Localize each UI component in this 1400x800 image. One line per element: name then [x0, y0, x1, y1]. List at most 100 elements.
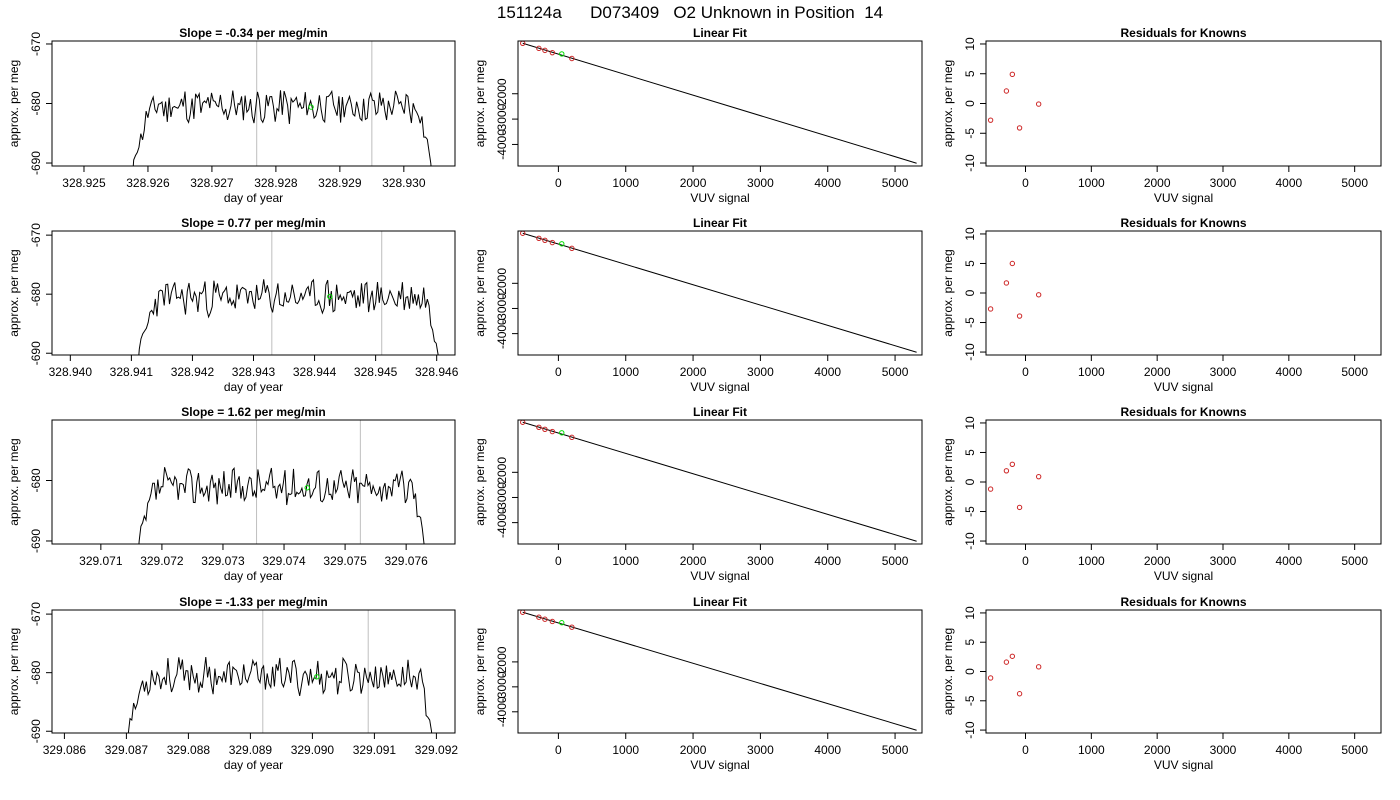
y-axis-label: approx. per meg [941, 438, 955, 525]
x-tick-label: 2000 [1144, 176, 1171, 190]
x-tick-label: 329.073 [201, 554, 245, 568]
panel-6: Residuals for Knowns 0 1000 2000 3000 4000 500… [941, 216, 1382, 394]
x-tick-label: 2000 [1144, 554, 1171, 568]
known-point [542, 237, 548, 244]
plot-area [520, 420, 917, 542]
plot-area [987, 71, 1042, 131]
x-tick-label: 0 [1022, 743, 1029, 757]
y-axis-label: approx. per meg [941, 628, 955, 715]
unknown-point [559, 620, 565, 626]
x-tick-label: 329.075 [323, 554, 367, 568]
y-tick-label: -4000 [495, 318, 509, 349]
known-point [536, 45, 542, 52]
panel-title: Linear Fit [693, 216, 747, 230]
y-tick-label: -3000 [495, 482, 509, 513]
x-tick-label: 3000 [1210, 176, 1237, 190]
panel-title: Residuals for Knowns [1120, 405, 1246, 419]
x-tick-label: 329.089 [229, 743, 273, 757]
residual-point [1003, 88, 1010, 94]
x-tick-label: 2000 [680, 176, 707, 190]
x-tick-label: 4000 [1275, 365, 1302, 379]
y-tick-label: -680 [29, 91, 43, 115]
fit-line [522, 611, 917, 731]
x-tick-label: 329.086 [43, 743, 87, 757]
panel-9: Residuals for Knowns 0 1000 2000 3000 4000 500… [941, 405, 1382, 583]
x-tick-label: 3000 [747, 743, 774, 757]
plot-frame [985, 40, 1382, 167]
y-tick-label: -680 [29, 468, 43, 492]
x-tick-label: 0 [555, 743, 562, 757]
y-tick-label: -3000 [495, 671, 509, 702]
residual-point [1016, 313, 1023, 319]
plot-area [987, 653, 1042, 697]
x-tick-label: 5000 [1341, 743, 1368, 757]
y-tick-label: -10 [963, 154, 977, 172]
x-tick-label: 4000 [1275, 743, 1302, 757]
y-tick-label: -3000 [495, 293, 509, 324]
x-tick-label: 328.929 [318, 176, 362, 190]
x-tick-label: 3000 [1210, 554, 1237, 568]
residual-point [1035, 664, 1042, 670]
known-point [536, 614, 542, 620]
x-axis-label: VUV signal [690, 380, 749, 394]
panel-8: Linear Fit 0 1000 2000 3000 4000 5000 VUV signa… [473, 405, 923, 583]
panel-4: Slope = 0.77 per meg/min 328.940 328.941 32… [7, 216, 459, 394]
y-tick-label: -2000 [495, 646, 509, 677]
x-tick-label: 4000 [1275, 176, 1302, 190]
x-tick-label: 328.925 [62, 176, 106, 190]
residual-point [1035, 292, 1042, 298]
x-tick-label: 1000 [1078, 554, 1105, 568]
residual-point [987, 486, 994, 492]
panel-title: Linear Fit [693, 26, 747, 40]
y-tick-label: 10 [963, 227, 977, 241]
y-tick-label: -690 [29, 719, 43, 743]
plot-frame [985, 419, 1382, 545]
x-axis-label: VUV signal [690, 569, 749, 583]
signal-trace [138, 467, 425, 544]
x-tick-label: 328.944 [293, 365, 337, 379]
y-axis-label: approx. per meg [941, 60, 955, 147]
x-tick-label: 5000 [882, 743, 909, 757]
known-point [569, 434, 575, 441]
known-point [569, 245, 575, 252]
plot-area [132, 41, 432, 166]
y-tick-label: -5 [963, 128, 977, 139]
plot-area [520, 231, 917, 353]
plot-frame [51, 230, 456, 356]
x-tick-label: 5000 [882, 554, 909, 568]
y-tick-label: -690 [29, 529, 43, 553]
y-tick-label: -2000 [495, 457, 509, 488]
known-point [536, 235, 542, 241]
y-tick-label: 10 [963, 37, 977, 51]
y-axis-label: approx. per meg [473, 249, 487, 336]
x-tick-label: 2000 [680, 743, 707, 757]
panel-7: Slope = 1.62 per meg/min 329.071 329.072 32… [7, 405, 456, 583]
x-tick-label: 329.076 [384, 554, 428, 568]
residual-point [1009, 461, 1016, 467]
x-tick-label: 1000 [1078, 365, 1105, 379]
residual-point [1003, 468, 1010, 474]
x-tick-label: 328.928 [254, 176, 298, 190]
x-tick-label: 1000 [1078, 743, 1105, 757]
y-axis-label: approx. per meg [473, 628, 487, 715]
y-tick-label: -10 [963, 532, 977, 550]
x-tick-label: 5000 [882, 176, 909, 190]
x-axis-label: day of year [224, 191, 283, 205]
y-tick-label: 10 [963, 606, 977, 620]
x-axis-label: VUV signal [1154, 569, 1213, 583]
panel-title: Linear Fit [693, 595, 747, 609]
known-point [569, 624, 575, 630]
signal-trace [127, 656, 433, 733]
panel-title: Slope = -1.33 per meg/min [179, 595, 327, 609]
y-tick-label: -2000 [495, 268, 509, 299]
known-point [549, 239, 556, 246]
plot-area [987, 461, 1042, 511]
y-tick-label: 0 [963, 668, 977, 675]
x-axis-label: day of year [224, 569, 283, 583]
x-tick-label: 0 [1022, 554, 1029, 568]
x-tick-label: 328.942 [171, 365, 215, 379]
residual-point [1035, 101, 1042, 107]
x-tick-label: 1000 [1078, 176, 1105, 190]
x-tick-label: 5000 [1341, 365, 1368, 379]
y-tick-label: 5 [963, 449, 977, 456]
